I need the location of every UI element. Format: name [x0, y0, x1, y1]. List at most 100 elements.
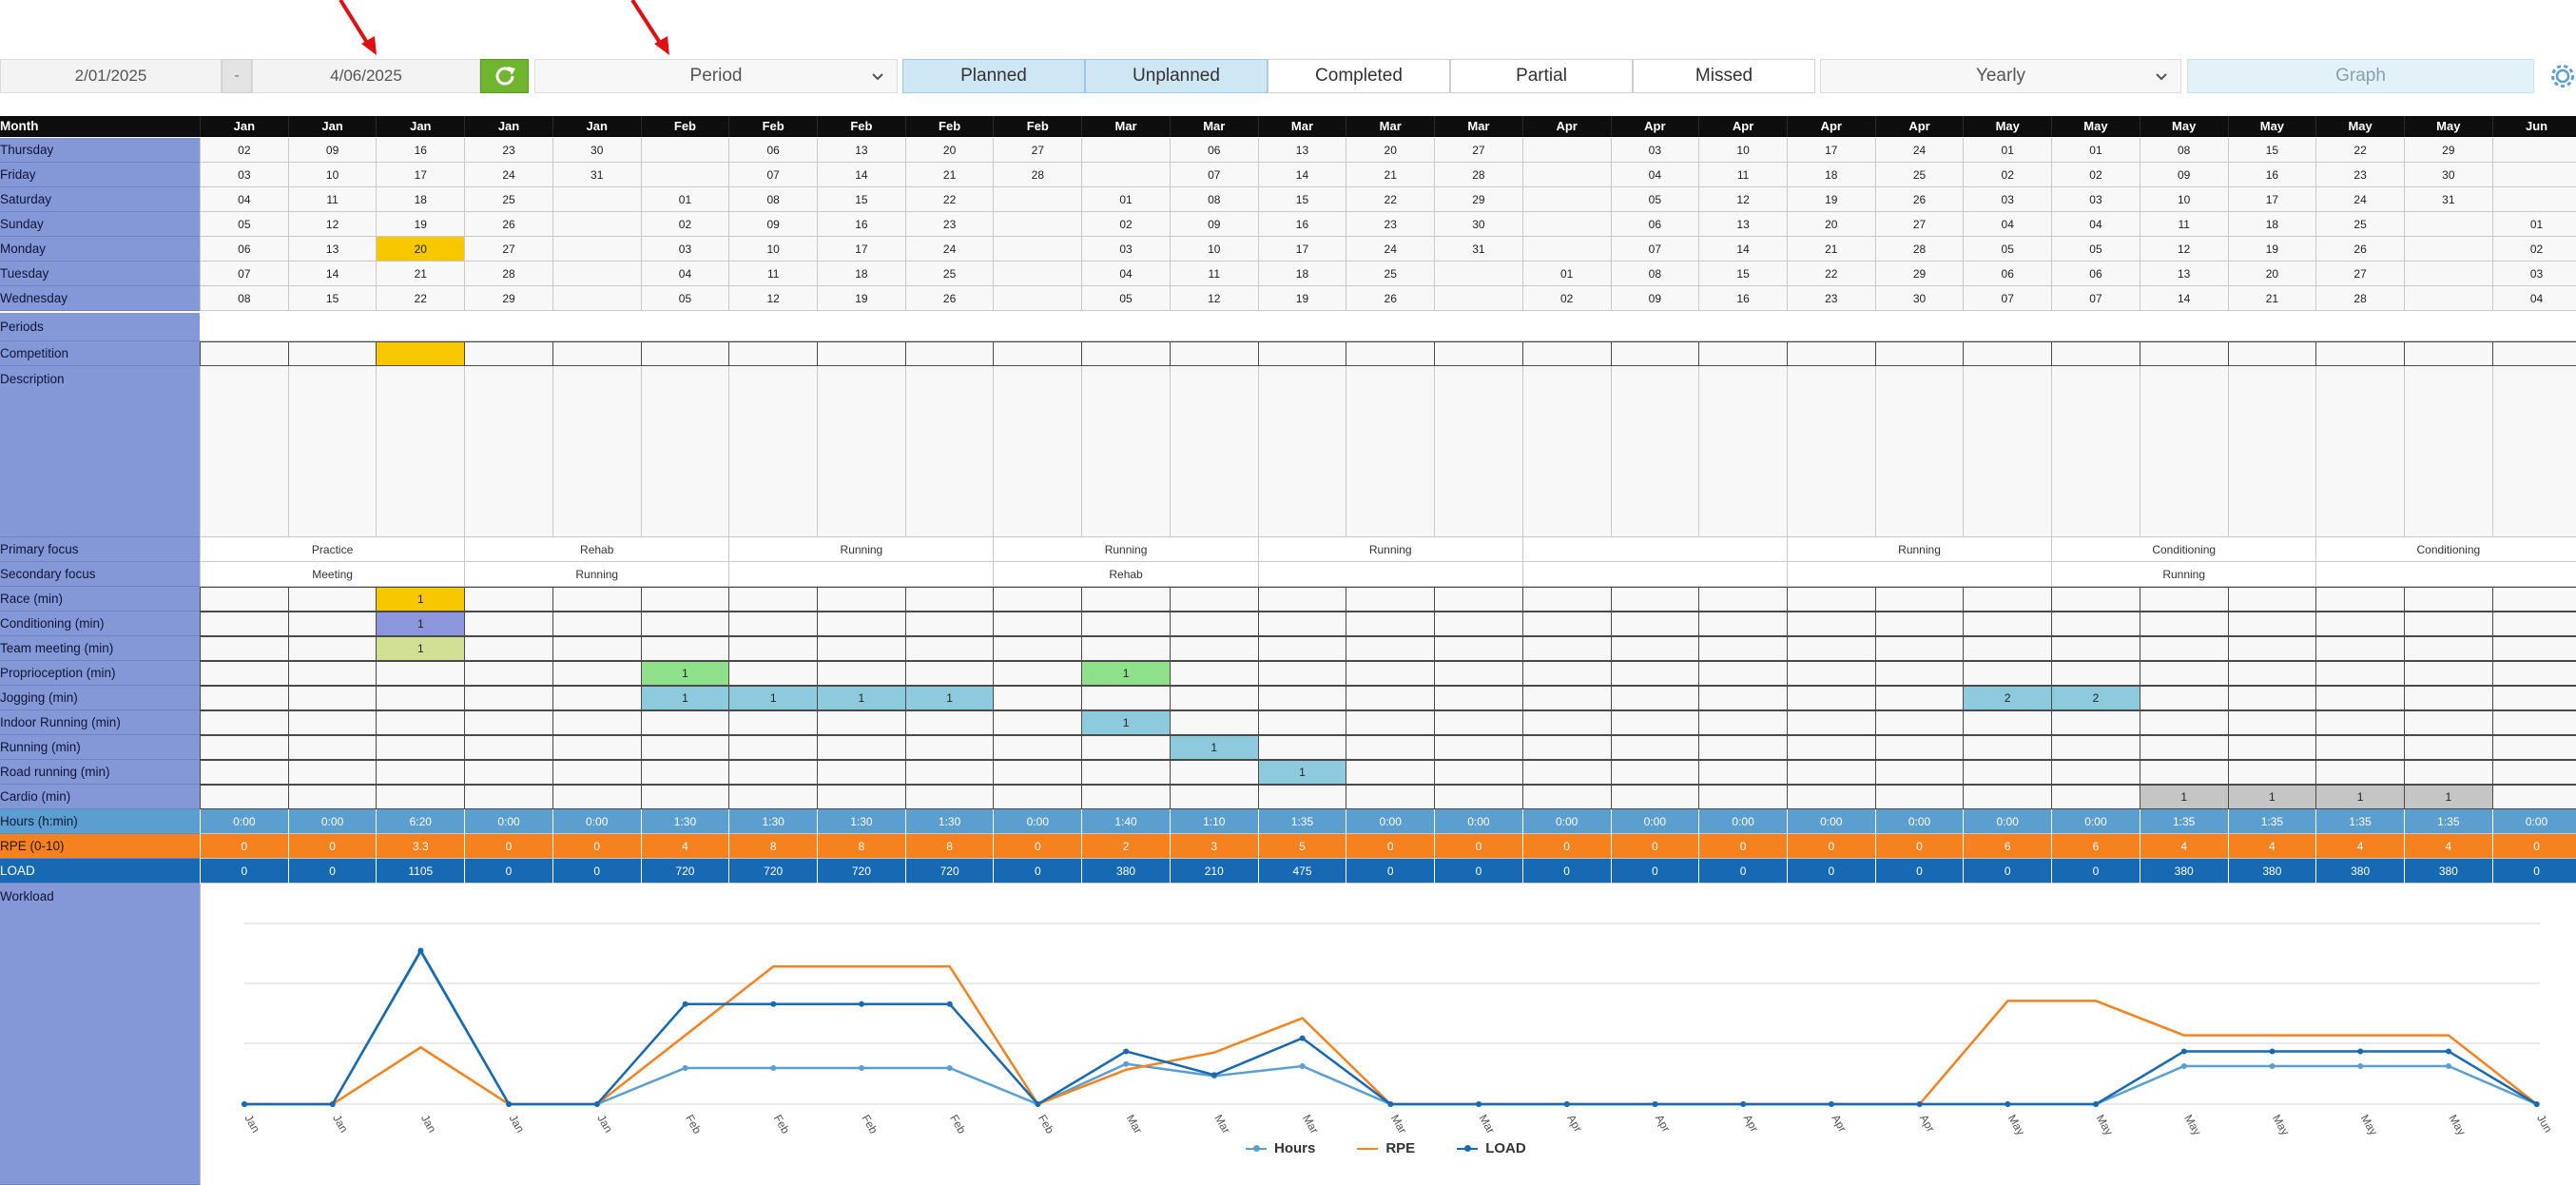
day-cell[interactable]: 21 — [1346, 163, 1435, 187]
activity-cell[interactable] — [1434, 612, 1522, 636]
activity-cell[interactable] — [1521, 661, 1611, 686]
activity-cell[interactable] — [1346, 612, 1435, 636]
description-cell[interactable] — [376, 366, 465, 537]
refresh-button[interactable] — [480, 59, 529, 93]
activity-cell[interactable] — [2139, 760, 2228, 785]
day-cell[interactable]: 25 — [2315, 212, 2404, 237]
activity-cell[interactable] — [552, 686, 641, 710]
day-cell[interactable]: 12 — [2139, 237, 2228, 262]
day-cell[interactable] — [2403, 212, 2492, 237]
activity-cell[interactable] — [200, 785, 288, 809]
month-header-cell[interactable]: Apr — [1521, 116, 1611, 137]
activity-cell[interactable] — [1874, 760, 1964, 785]
activity-cell[interactable] — [552, 735, 641, 760]
day-cell[interactable]: 07 — [728, 163, 818, 187]
activity-cell[interactable] — [552, 760, 641, 785]
activity-cell[interactable] — [817, 785, 905, 809]
activity-cell[interactable] — [464, 735, 552, 760]
activity-cell[interactable] — [728, 661, 818, 686]
month-header-cell[interactable]: Feb — [817, 116, 905, 137]
competition-cell[interactable] — [1257, 341, 1346, 366]
activity-cell[interactable] — [1610, 686, 1699, 710]
day-cell[interactable]: 09 — [2139, 163, 2228, 187]
day-cell[interactable]: 11 — [728, 262, 818, 286]
activity-cell[interactable] — [552, 661, 641, 686]
description-cell[interactable] — [2403, 366, 2492, 537]
activity-cell[interactable] — [1963, 710, 2052, 735]
activity-cell[interactable] — [817, 612, 905, 636]
activity-cell[interactable] — [1786, 612, 1875, 636]
rpe-cell[interactable]: 4 — [2227, 834, 2316, 859]
activity-cell[interactable] — [1346, 760, 1435, 785]
activity-cell[interactable] — [904, 587, 994, 612]
activity-cell[interactable] — [2403, 636, 2492, 661]
legend-item-rpe[interactable]: RPE — [1357, 1140, 1415, 1156]
day-cell[interactable]: 01 — [2051, 138, 2140, 163]
day-cell[interactable]: 15 — [1257, 187, 1346, 212]
day-cell[interactable]: 13 — [1257, 138, 1346, 163]
activity-cell[interactable] — [1786, 636, 1875, 661]
activity-cell[interactable]: 1 — [2403, 785, 2492, 809]
activity-cell[interactable] — [2139, 587, 2228, 612]
activity-cell[interactable] — [640, 636, 729, 661]
activity-cell[interactable]: 1 — [1257, 760, 1346, 785]
activity-cell[interactable] — [1786, 785, 1875, 809]
secondary-focus-cell[interactable]: Running — [464, 562, 728, 586]
competition-cell[interactable] — [1786, 341, 1875, 366]
month-header-cell[interactable]: May — [2227, 116, 2316, 137]
activity-cell[interactable] — [1081, 612, 1170, 636]
month-header-cell[interactable]: Mar — [1169, 116, 1258, 137]
day-cell[interactable] — [2491, 187, 2576, 212]
load-cell[interactable]: 1105 — [376, 859, 465, 884]
activity-cell[interactable] — [200, 760, 288, 785]
filter-partial-button[interactable]: Partial — [1450, 59, 1633, 93]
activity-cell[interactable] — [287, 636, 377, 661]
activity-cell[interactable] — [1257, 636, 1346, 661]
activity-cell[interactable] — [640, 612, 729, 636]
start-date-input[interactable]: 2/01/2025 — [0, 59, 222, 93]
settings-button[interactable] — [2548, 59, 2576, 93]
activity-cell[interactable] — [2051, 710, 2140, 735]
activity-cell[interactable]: 1 — [728, 686, 818, 710]
activity-cell[interactable] — [2403, 710, 2492, 735]
activity-cell[interactable] — [1610, 636, 1699, 661]
activity-cell[interactable] — [1521, 710, 1611, 735]
day-cell[interactable]: 11 — [1169, 262, 1258, 286]
activity-cell[interactable] — [1698, 785, 1787, 809]
month-header-cell[interactable]: May — [2051, 116, 2140, 137]
day-cell[interactable]: 23 — [904, 212, 994, 237]
hours-cell[interactable]: 1:30 — [904, 809, 994, 834]
load-cell[interactable]: 475 — [1257, 859, 1346, 884]
description-cell[interactable] — [1434, 366, 1522, 537]
activity-cell[interactable] — [1169, 760, 1258, 785]
day-cell[interactable]: 30 — [552, 138, 641, 163]
day-cell[interactable]: 09 — [287, 138, 377, 163]
activity-cell[interactable] — [464, 612, 552, 636]
hours-cell[interactable]: 0:00 — [552, 809, 641, 834]
activity-cell[interactable] — [2491, 785, 2576, 809]
day-cell[interactable]: 20 — [904, 138, 994, 163]
activity-cell[interactable] — [2491, 636, 2576, 661]
period-select[interactable]: Period — [534, 59, 898, 93]
day-cell[interactable]: 29 — [1434, 187, 1522, 212]
load-cell[interactable]: 720 — [904, 859, 994, 884]
day-cell[interactable]: 31 — [552, 163, 641, 187]
activity-cell[interactable] — [287, 587, 377, 612]
activity-cell[interactable] — [2315, 587, 2404, 612]
activity-cell[interactable] — [1346, 735, 1435, 760]
activity-cell[interactable] — [287, 735, 377, 760]
primary-focus-cell[interactable]: Conditioning — [2315, 537, 2576, 561]
load-cell[interactable]: 720 — [728, 859, 818, 884]
activity-cell[interactable] — [1257, 735, 1346, 760]
activity-cell[interactable] — [464, 587, 552, 612]
activity-cell[interactable]: 1 — [640, 661, 729, 686]
day-cell[interactable] — [993, 286, 1082, 311]
day-cell[interactable]: 10 — [1169, 237, 1258, 262]
activity-cell[interactable] — [993, 686, 1082, 710]
activity-cell[interactable] — [1346, 587, 1435, 612]
activity-cell[interactable] — [1786, 686, 1875, 710]
day-cell[interactable]: 09 — [1610, 286, 1699, 311]
activity-cell[interactable] — [1786, 661, 1875, 686]
day-cell[interactable]: 16 — [1257, 212, 1346, 237]
end-date-input[interactable]: 4/06/2025 — [252, 59, 480, 93]
